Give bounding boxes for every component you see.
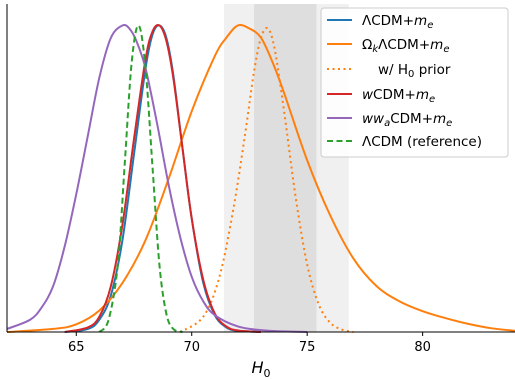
legend-label-h0-prior: w/ H0 prior	[378, 62, 451, 80]
shaded-band-inner	[254, 4, 317, 332]
plot-frame	[6, 4, 515, 333]
series-line-wcdm-me	[64, 23, 262, 333]
x-tick-label: 75	[299, 340, 316, 355]
x-axis-label-main: H	[251, 358, 263, 377]
legend: ΛCDM+me ΩkΛCDM+me w/ H0 prior wCDM+me ww…	[320, 7, 509, 158]
series-line-lcdm-reference	[98, 24, 183, 333]
x-tick-label: 80	[414, 340, 431, 355]
legend-box	[320, 7, 509, 158]
x-tick-label: 70	[183, 340, 200, 355]
legend-label-wwacdm-me: wwaCDM+me	[362, 111, 452, 129]
series-lines	[6, 23, 515, 333]
x-ticks: 65 70 75 80	[68, 332, 431, 355]
legend-label-wcdm-me: wCDM+me	[362, 87, 435, 105]
series-line-wwacdm-me	[6, 23, 308, 333]
legend-lines	[327, 19, 352, 142]
legend-label-lcdm-me: ΛCDM+me	[362, 13, 433, 31]
legend-label-lcdm-reference: ΛCDM (reference)	[362, 134, 482, 150]
x-axis-label-sub: 0	[264, 367, 271, 379]
x-axis-label: H0	[251, 358, 270, 379]
legend-label-ok-lcdm-me: ΩkΛCDM+me	[362, 37, 449, 55]
x-tick-label: 65	[68, 340, 85, 355]
